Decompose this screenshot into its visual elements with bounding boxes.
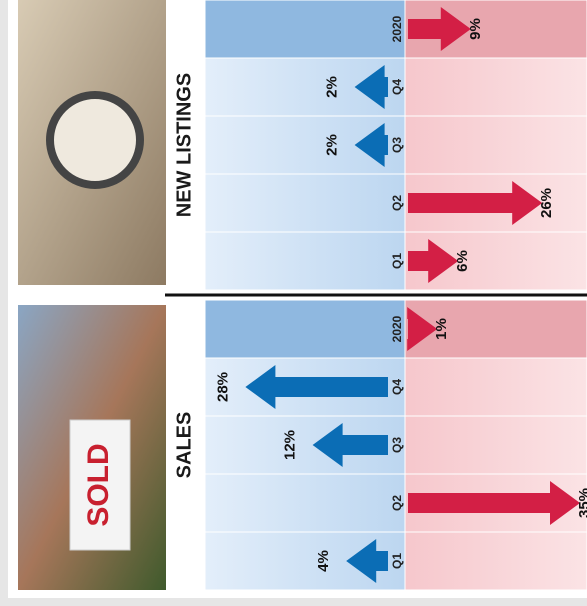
value-label: 2%: [324, 76, 341, 98]
category-label: Q1: [390, 253, 404, 269]
row-bg-right: [405, 58, 587, 116]
row-bg-left: [205, 232, 405, 290]
row-bg-left: [205, 300, 405, 358]
value-label: 12%: [282, 430, 299, 460]
row-bg-right: [405, 416, 587, 474]
row-bg-right: [405, 116, 587, 174]
magnifier-icon: [50, 95, 140, 185]
value-label: 26%: [538, 188, 555, 218]
row-bg-right: [405, 532, 587, 590]
category-label: 2020: [390, 315, 404, 342]
value-label: 1%: [433, 318, 450, 340]
value-label: 28%: [214, 372, 231, 402]
category-label: Q2: [390, 495, 404, 511]
sold-text: SOLD: [82, 443, 115, 526]
category-label: Q2: [390, 195, 404, 211]
row-bg-left: [205, 174, 405, 232]
category-label: Q1: [390, 553, 404, 569]
category-label: 2020: [390, 15, 404, 42]
value-label: 4%: [315, 550, 332, 572]
category-label: Q3: [390, 437, 404, 453]
panel-title: NEW LISTINGS: [173, 73, 195, 217]
row-bg-left: [205, 474, 405, 532]
value-label: 2%: [324, 134, 341, 156]
value-label: 9%: [467, 18, 484, 40]
category-label: Q4: [390, 379, 404, 395]
infographic: SOLD NEW LISTINGS Q1 6% Q2 26% Q3 2% Q4 2% 2020 9%…: [0, 0, 587, 606]
panel-title: SALES: [173, 412, 195, 479]
category-label: Q3: [390, 137, 404, 153]
category-label: Q4: [390, 79, 404, 95]
value-label: 6%: [454, 250, 471, 272]
value-label: 35%: [576, 488, 587, 518]
row-bg-right: [405, 358, 587, 416]
row-bg-left: [205, 0, 405, 58]
